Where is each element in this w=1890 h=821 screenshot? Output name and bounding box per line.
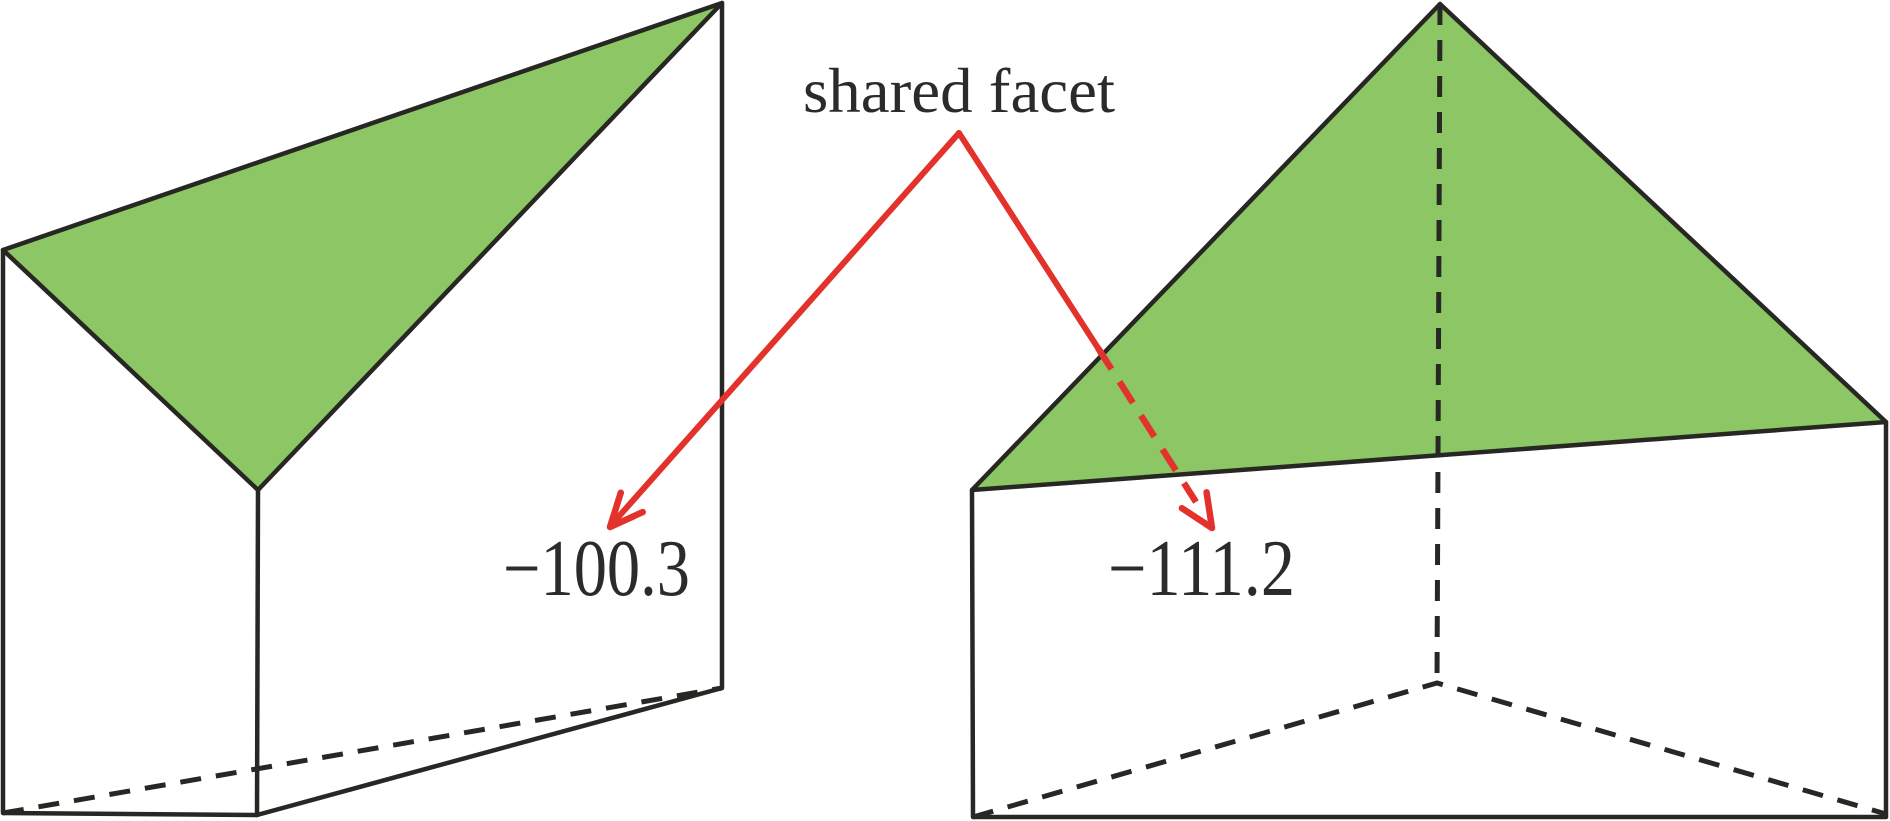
right-callout-arrow-solid-segment (956, 130, 1101, 351)
left-prism (0, 0, 725, 818)
callout-arrows (606, 130, 1216, 532)
right-prism-outline (969, 419, 1889, 820)
right-prism-hidden-bottom-edges (972, 680, 1887, 820)
right-facet-value: −111.2 (1108, 525, 1295, 613)
left-facet-value: −100.3 (503, 525, 690, 613)
left-shared-facet (0, 0, 725, 493)
left-prism-hidden-edge (2, 685, 723, 816)
right-callout-arrow-icon (1178, 489, 1216, 532)
shared-facet-label: shared facet (803, 55, 1115, 126)
left-prism-front-edge (254, 487, 261, 818)
left-callout-arrow-line (610, 130, 962, 526)
left-callout-arrow-icon (606, 489, 646, 531)
right-shared-facet (969, 1, 1889, 493)
right-prism-hidden-vertical-edge (1434, 3, 1443, 684)
right-callout-arrow-dashed-segment (1095, 346, 1199, 504)
right-prism (969, 1, 1889, 820)
